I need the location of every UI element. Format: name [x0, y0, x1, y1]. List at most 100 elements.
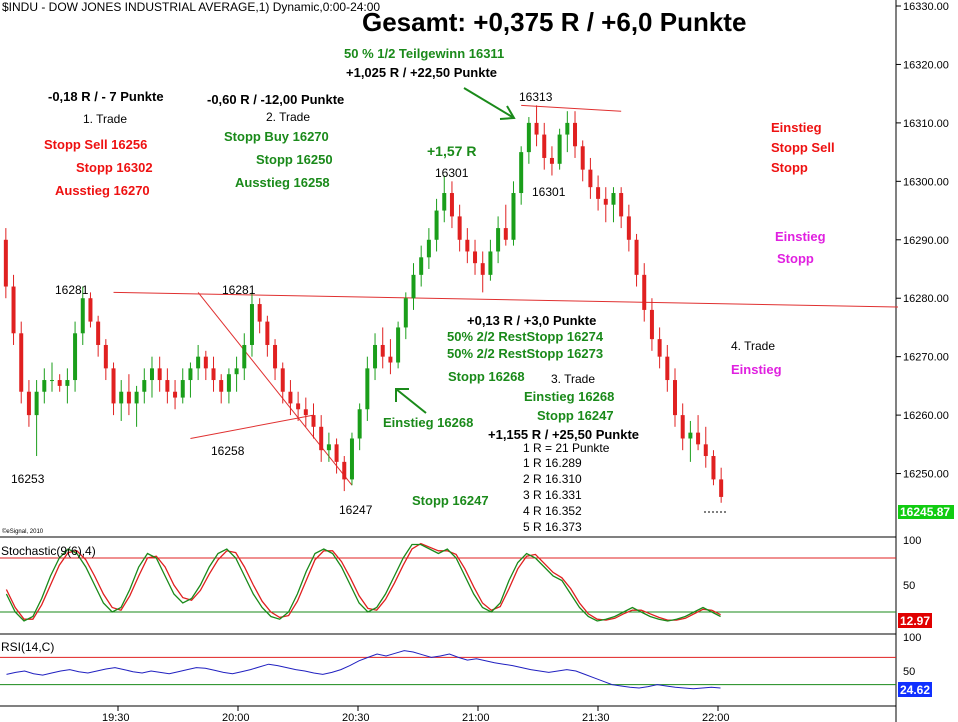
candle-body	[211, 368, 216, 381]
result-1155: +1,155 R / +25,50 Punkte	[488, 427, 639, 442]
trade1-result: -0,18 R / - 7 Punkte	[48, 89, 164, 104]
price-16247: 16247	[339, 503, 373, 517]
rsi-tick-label: 50	[903, 666, 915, 678]
candle-body	[457, 216, 462, 240]
candle-body	[11, 286, 16, 334]
price-tick-label: 16330.00	[903, 1, 949, 13]
rsi-value: 24.62	[900, 683, 930, 697]
trendline-3	[521, 104, 622, 112]
candle-body	[580, 146, 585, 170]
price-16313: 16313	[519, 90, 553, 104]
candle-body	[526, 122, 531, 153]
annotations: 50 % 1/2 Teilgewinn 16311 +1,025 R / +22…	[11, 46, 835, 534]
copyright: ©eSignal, 2010	[2, 528, 44, 535]
r-definition: 1 R = 21 Punkte	[523, 441, 610, 455]
rsi-label: RSI(14,C)	[1, 640, 54, 654]
candle-body	[196, 356, 201, 369]
candle-body	[603, 198, 608, 205]
teilgewinn-label: 50 % 1/2 Teilgewinn 16311	[344, 46, 504, 61]
candle-body	[634, 239, 639, 275]
candle-body	[234, 368, 239, 375]
candle-body	[442, 193, 447, 211]
candle-body	[503, 228, 508, 240]
candle-body	[342, 461, 347, 480]
candle-body	[303, 409, 308, 416]
trade1-label: 1. Trade	[83, 112, 127, 126]
trade1-stopp: Stopp 16302	[76, 160, 153, 175]
reststopp-16273: 50% 2/2 RestStopp 16273	[447, 346, 603, 361]
candle-body	[165, 380, 170, 392]
candle-body	[649, 309, 654, 340]
stochastic-panel: 100 50	[0, 535, 921, 622]
candle-body	[549, 157, 554, 164]
candle-body	[473, 251, 478, 264]
chart-title: Gesamt: +0,375 R / +6,0 Punkte	[362, 7, 746, 37]
candle-body	[42, 380, 47, 392]
candle-body	[365, 368, 370, 410]
r2-level: 2 R 16.310	[523, 472, 582, 486]
candle-body	[449, 193, 454, 217]
candle-body	[265, 321, 270, 345]
rsi-panel: 100 50	[0, 632, 921, 690]
candle-body	[719, 479, 724, 497]
candle-body	[249, 304, 254, 345]
candle-body	[49, 380, 54, 382]
price-tick-label: 16270.00	[903, 352, 949, 364]
candle-body	[657, 339, 662, 357]
time-tick-label: 19:30	[102, 712, 130, 722]
last-price-value: 16245.87	[900, 505, 950, 519]
price-16301-b: 16301	[532, 185, 566, 199]
candle-body	[3, 239, 8, 287]
candle-body	[142, 380, 147, 392]
candle-body	[80, 298, 85, 334]
candle-body	[119, 391, 124, 404]
candle-body	[157, 368, 162, 381]
candle-body	[588, 169, 593, 188]
result-013: +0,13 R / +3,0 Punkte	[467, 313, 596, 328]
price-ticks: 16330.00 16320.00 16310.00 16300.00 16290.00…	[896, 1, 949, 481]
stochastic-value-badge	[898, 613, 932, 628]
price-16281-a: 16281	[55, 283, 89, 297]
candle-body	[57, 380, 62, 386]
candle-body	[357, 409, 362, 439]
candle-body	[642, 274, 647, 310]
candle-body	[226, 374, 231, 392]
candle-body	[373, 344, 378, 369]
candle-body	[388, 356, 393, 363]
candle-body	[496, 228, 501, 252]
stoch-tick-label: 50	[903, 580, 915, 592]
candle-body	[542, 134, 547, 158]
candle-body	[573, 122, 578, 147]
trade1-stopp-sell: Stopp Sell 16256	[44, 137, 147, 152]
candle-body	[703, 444, 708, 457]
candle-body	[557, 134, 562, 164]
trade3-einstieg: Einstieg 16268	[524, 389, 614, 404]
candle-body	[680, 415, 685, 439]
right-stopp: Stopp	[771, 160, 808, 175]
price-16281-b: 16281	[222, 283, 256, 297]
trendline-0	[113, 291, 899, 308]
candle-body	[419, 257, 424, 275]
candle-body	[688, 432, 693, 439]
candle-body	[565, 122, 570, 135]
candle-body	[519, 152, 524, 194]
price-16258: 16258	[211, 444, 245, 458]
candle-body	[103, 344, 108, 369]
candle-body	[411, 274, 416, 299]
r3-level: 3 R 16.331	[523, 488, 582, 502]
stochastic-value: 12.97	[900, 614, 930, 628]
candle-body	[511, 193, 516, 240]
candle-body	[219, 380, 224, 392]
trade2-label: 2. Trade	[266, 110, 310, 124]
candle-body	[188, 368, 193, 381]
reststopp-16274: 50% 2/2 RestStopp 16274	[447, 329, 604, 344]
candle-body	[619, 193, 624, 217]
price-tick-label: 16260.00	[903, 410, 949, 422]
r4-level: 4 R 16.352	[523, 504, 582, 518]
candle-body	[465, 239, 470, 252]
candle-body	[242, 344, 247, 369]
candle-body	[65, 380, 70, 386]
candle-body	[334, 444, 339, 462]
plus-157-label: +1,57 R	[427, 143, 476, 159]
right-einstieg: Einstieg	[771, 120, 822, 135]
